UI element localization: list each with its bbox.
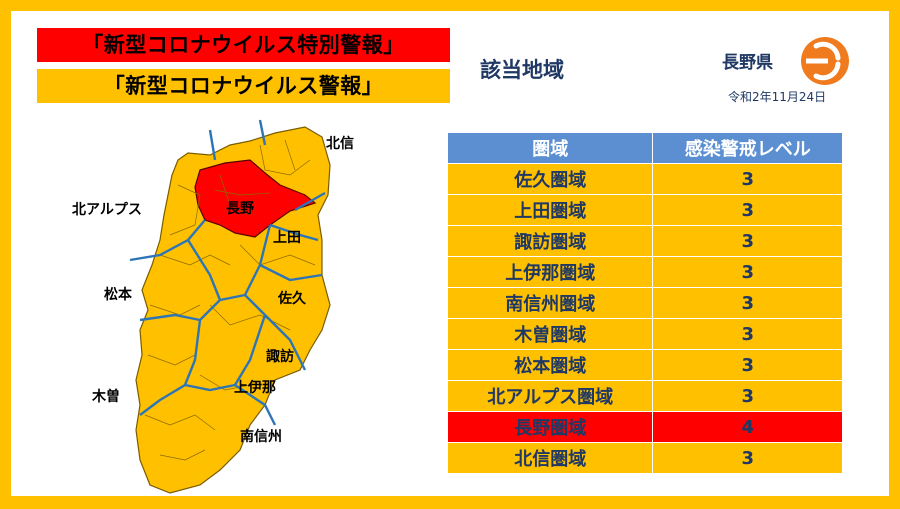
prefecture-outline bbox=[135, 126, 331, 494]
area-cell: 上伊那圏域 bbox=[446, 256, 654, 288]
region-boundaries bbox=[129, 119, 326, 426]
area-cell: 長野圏域 bbox=[446, 411, 654, 443]
map-label-nagano: 長野 bbox=[226, 201, 254, 217]
level-cell: 3 bbox=[652, 163, 843, 195]
area-cell: 北信圏域 bbox=[446, 442, 654, 474]
area-cell: 上田圏域 bbox=[446, 194, 654, 226]
table-row: 上田圏域 3 bbox=[446, 194, 843, 226]
level-cell: 3 bbox=[652, 256, 843, 288]
table-header-row: 圏域 感染警戒レベル bbox=[446, 132, 843, 164]
level-cell: 3 bbox=[652, 442, 843, 474]
table-row: 木曽圏域 3 bbox=[446, 318, 843, 350]
level-cell: 3 bbox=[652, 194, 843, 226]
map-label-ueda: 上田 bbox=[273, 230, 301, 246]
map-label-kita-alps: 北アルプス bbox=[72, 202, 142, 218]
header-level: 感染警戒レベル bbox=[652, 132, 843, 164]
table-row-highlighted: 長野圏域 4 bbox=[446, 411, 843, 443]
map-label-kiso: 木曽 bbox=[92, 389, 120, 405]
level-cell: 4 bbox=[652, 411, 843, 443]
alert-title: 「新型コロナウイルス警報」 bbox=[37, 69, 450, 103]
region-map: 北信 長野 北アルプス 上田 松本 佐久 諏訪 木曽 上伊那 南信州 bbox=[60, 115, 420, 505]
table-row: 諏訪圏域 3 bbox=[446, 225, 843, 257]
header-area: 圏域 bbox=[446, 132, 654, 164]
map-label-matsumoto: 松本 bbox=[104, 287, 132, 303]
area-cell: 北アルプス圏域 bbox=[446, 380, 654, 412]
alert-level-table: 圏域 感染警戒レベル 佐久圏域 3 上田圏域 3 諏訪圏域 3 上伊那圏域 3 … bbox=[446, 132, 843, 474]
level-cell: 3 bbox=[652, 287, 843, 319]
area-cell: 松本圏域 bbox=[446, 349, 654, 381]
nagano-region-shape bbox=[194, 159, 317, 238]
table-row: 南信州圏域 3 bbox=[446, 287, 843, 319]
prefecture-logo-icon bbox=[801, 37, 849, 85]
area-cell: 木曽圏域 bbox=[446, 318, 654, 350]
map-label-kamiina: 上伊那 bbox=[234, 380, 276, 396]
area-cell: 諏訪圏域 bbox=[446, 225, 654, 257]
level-cell: 3 bbox=[652, 380, 843, 412]
map-label-saku: 佐久 bbox=[278, 291, 306, 307]
special-alert-title: 「新型コロナウイルス特別警報」 bbox=[37, 28, 450, 62]
area-cell: 佐久圏域 bbox=[446, 163, 654, 195]
map-label-suwa: 諏訪 bbox=[266, 349, 294, 365]
map-label-hokushin: 北信 bbox=[326, 136, 354, 152]
prefecture-name: 長野県 bbox=[722, 53, 773, 73]
area-cell: 南信州圏域 bbox=[446, 287, 654, 319]
level-cell: 3 bbox=[652, 349, 843, 381]
table-row: 松本圏域 3 bbox=[446, 349, 843, 381]
region-heading: 該当地域 bbox=[480, 58, 564, 82]
table-row: 北信圏域 3 bbox=[446, 442, 843, 474]
level-cell: 3 bbox=[652, 225, 843, 257]
date-label: 令和2年11月24日 bbox=[728, 90, 827, 104]
level-cell: 3 bbox=[652, 318, 843, 350]
map-label-minamishinshu: 南信州 bbox=[240, 429, 282, 445]
table-row: 佐久圏域 3 bbox=[446, 163, 843, 195]
table-row: 上伊那圏域 3 bbox=[446, 256, 843, 288]
table-row: 北アルプス圏域 3 bbox=[446, 380, 843, 412]
prefecture-map-shape bbox=[129, 119, 331, 494]
